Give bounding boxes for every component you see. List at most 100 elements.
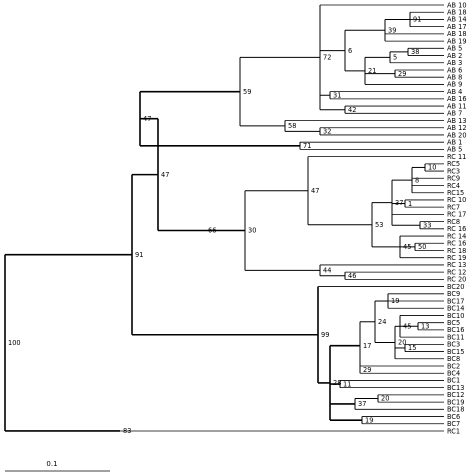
- leaf-label: BC17: [447, 297, 464, 305]
- leaf-label: BC20: [447, 283, 464, 291]
- leaf-label: RC 10: [447, 196, 466, 204]
- bootstrap-value: 42: [348, 106, 356, 114]
- bootstrap-value: 47: [143, 115, 151, 123]
- leaf-label: BC10: [447, 312, 464, 320]
- leaf-label: BC8: [447, 355, 460, 363]
- bootstrap-value: 47: [311, 187, 319, 195]
- leaf-label: RC 20: [447, 276, 466, 284]
- leaf-label: BC18: [447, 406, 464, 414]
- leaf-label: RC5: [447, 160, 460, 168]
- bootstrap-value: 100: [8, 339, 21, 347]
- bootstrap-value: 28: [333, 379, 341, 387]
- tree-branches: [4, 4, 444, 432]
- leaf-label: AB 18: [447, 30, 467, 38]
- leaf-label: RC1: [447, 427, 460, 435]
- leaf-label: RC9: [447, 175, 460, 183]
- leaf-label: RC8: [447, 218, 460, 226]
- leaf-label: AB 6: [447, 66, 462, 74]
- bootstrap-value: 32: [323, 128, 331, 136]
- bootstrap-value: 50: [418, 243, 426, 251]
- leaf-label: AB 16: [447, 95, 467, 103]
- leaf-label: RC15: [447, 189, 464, 197]
- leaf-label: BC9: [447, 290, 460, 298]
- bootstrap-value: 29: [363, 366, 371, 374]
- leaf-label: RC3: [447, 167, 460, 175]
- leaf-label: RC4: [447, 182, 460, 190]
- leaf-label: AB 12: [447, 124, 467, 132]
- leaf-label: AB 13: [447, 117, 467, 125]
- leaf-label: AB 9: [447, 81, 462, 89]
- leaf-label: RC 17: [447, 211, 466, 219]
- bootstrap-value: 21: [368, 67, 376, 75]
- leaf-label: AB 10: [447, 1, 467, 9]
- leaf-label: RC7: [447, 203, 460, 211]
- bootstrap-labels: 9139385292163142723258597147108133375045…: [8, 16, 436, 436]
- leaf-label: AB 2: [447, 52, 462, 60]
- leaf-label: RC 18: [447, 247, 466, 255]
- leaf-label: AB 3: [447, 59, 462, 67]
- bootstrap-value: 15: [408, 344, 416, 352]
- leaf-label: BC4: [447, 370, 460, 378]
- scale-bar: 0.1: [5, 460, 110, 472]
- bootstrap-value: 29: [398, 70, 406, 78]
- bootstrap-value: 10: [428, 164, 436, 172]
- bootstrap-value: 20: [398, 339, 406, 347]
- bootstrap-value: 91: [135, 251, 143, 259]
- bootstrap-value: 20: [381, 395, 389, 403]
- bootstrap-value: 53: [375, 221, 383, 229]
- leaf-label: RC 16: [447, 240, 466, 248]
- leaf-label: BC2: [447, 362, 460, 370]
- leaf-label: AB 4: [447, 88, 462, 96]
- leaf-label: AB 19: [447, 37, 467, 45]
- bootstrap-value: 72: [323, 54, 331, 62]
- bootstrap-value: 24: [378, 318, 386, 326]
- leaf-label: AB 20: [447, 131, 467, 139]
- bootstrap-value: 39: [388, 26, 396, 34]
- leaf-label: RC 11: [447, 153, 466, 161]
- leaf-label: BC15: [447, 348, 464, 356]
- bootstrap-value: 45: [403, 322, 411, 330]
- leaf-label: BC6: [447, 413, 460, 421]
- bootstrap-value: 30: [248, 227, 256, 235]
- leaf-label: AB 18: [447, 9, 467, 17]
- bootstrap-value: 91: [413, 16, 421, 24]
- bootstrap-value: 6: [348, 47, 352, 55]
- leaf-label: BC3: [447, 341, 460, 349]
- leaf-label: BC1: [447, 377, 460, 385]
- bootstrap-value: 83: [123, 427, 131, 435]
- bootstrap-value: 45: [403, 243, 411, 251]
- bootstrap-value: 37: [395, 199, 403, 207]
- leaf-label: AB 8: [447, 74, 462, 82]
- scale-bar-label: 0.1: [46, 460, 57, 468]
- bootstrap-value: 38: [411, 48, 419, 56]
- leaf-label: BC14: [447, 305, 464, 313]
- leaf-label: RC 12: [447, 268, 466, 276]
- leaf-label: AB 14: [447, 16, 467, 24]
- bootstrap-value: 44: [323, 267, 331, 275]
- leaf-label: AB 1: [447, 138, 462, 146]
- leaf-label: RC 14: [447, 232, 466, 240]
- bootstrap-value: 31: [333, 91, 341, 99]
- bootstrap-value: 19: [365, 416, 373, 424]
- bootstrap-value: 37: [358, 400, 366, 408]
- leaf-label: BC13: [447, 384, 464, 392]
- leaf-label: RC 19: [447, 254, 466, 262]
- bootstrap-value: 66: [208, 227, 216, 235]
- leaf-label: RC 13: [447, 261, 466, 269]
- bootstrap-value: 46: [348, 272, 356, 280]
- leaf-label: RC 16: [447, 225, 466, 233]
- leaf-label: BC7: [447, 420, 460, 428]
- leaf-label: AB 11: [447, 102, 467, 110]
- leaf-label: BC16: [447, 326, 464, 334]
- leaf-label: BC19: [447, 398, 464, 406]
- bootstrap-value: 1: [408, 200, 412, 208]
- bootstrap-value: 8: [415, 176, 419, 184]
- bootstrap-value: 71: [303, 142, 311, 150]
- leaf-label: BC5: [447, 319, 460, 327]
- bootstrap-value: 58: [288, 122, 296, 130]
- leaf-label: AB 5: [447, 45, 462, 53]
- bootstrap-value: 17: [363, 342, 371, 350]
- bootstrap-value: 13: [421, 322, 429, 330]
